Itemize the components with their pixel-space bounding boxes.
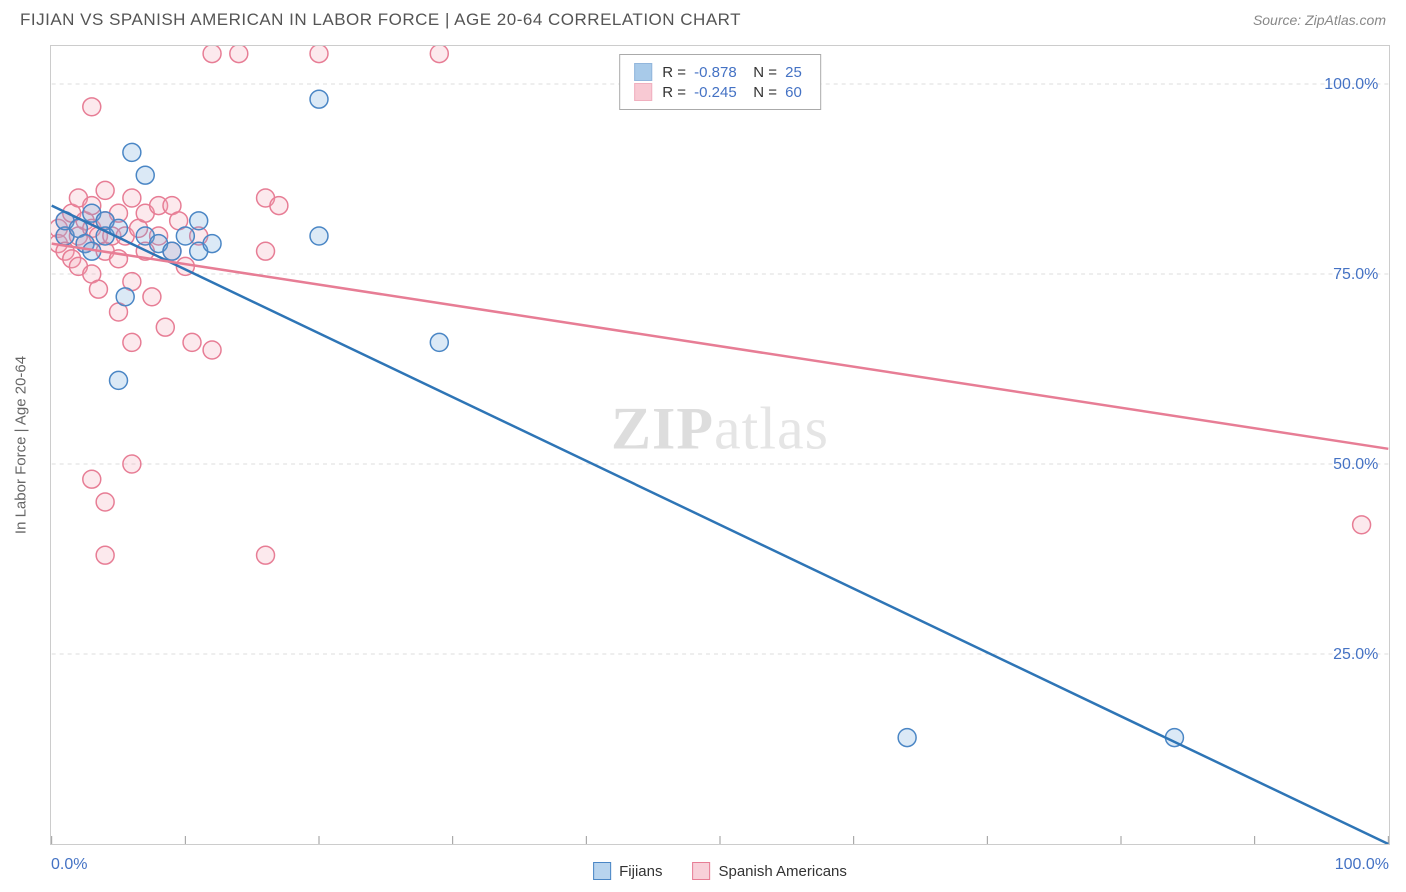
chart-title: FIJIAN VS SPANISH AMERICAN IN LABOR FORC… <box>20 10 741 30</box>
legend-swatch <box>593 862 611 880</box>
svg-text:50.0%: 50.0% <box>1333 456 1378 473</box>
legend-swatch <box>634 63 652 81</box>
scatter-plot: 25.0% 50.0% 75.0% 100.0% <box>51 46 1389 844</box>
legend-swatch <box>634 83 652 101</box>
series-legend: Fijians Spanish Americans <box>593 862 847 880</box>
svg-text:100.0%: 100.0% <box>1324 76 1378 93</box>
y-axis-label: In Labor Force | Age 20-64 <box>13 356 30 534</box>
chart-container: In Labor Force | Age 20-64 25.0%50.0%75.… <box>50 45 1390 845</box>
x-axis-min-label: 0.0% <box>51 856 87 874</box>
svg-text:75.0%: 75.0% <box>1333 266 1378 283</box>
svg-text:25.0%: 25.0% <box>1333 646 1378 663</box>
x-axis-max-label: 100.0% <box>1335 856 1389 874</box>
correlation-legend: R = -0.878 N = 25 R = -0.245 N = 60 <box>619 54 821 110</box>
legend-row: R = -0.245 N = 60 <box>634 83 806 101</box>
legend-row: R = -0.878 N = 25 <box>634 63 806 81</box>
legend-item: Spanish Americans <box>692 862 846 880</box>
legend-label: Fijians <box>619 863 662 880</box>
source-attribution: Source: ZipAtlas.com <box>1253 12 1386 28</box>
legend-stats: R = -0.878 N = 25 <box>662 64 806 81</box>
legend-item: Fijians <box>593 862 662 880</box>
legend-stats: R = -0.245 N = 60 <box>662 84 806 101</box>
legend-swatch <box>692 862 710 880</box>
legend-label: Spanish Americans <box>718 863 846 880</box>
